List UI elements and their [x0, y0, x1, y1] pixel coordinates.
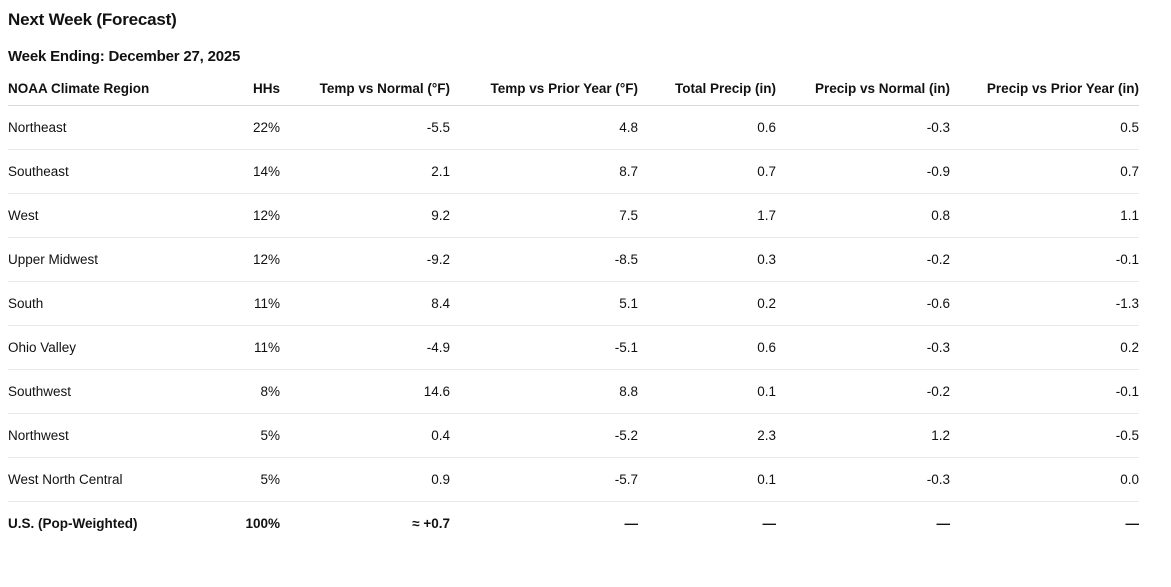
table-row: Northwest 5% 0.4 -5.2 2.3 1.2 -0.5 — [8, 413, 1139, 458]
table-row: Southwest 8% 14.6 8.8 0.1 -0.2 -0.1 — [8, 369, 1139, 414]
cell-precip-vs-prior-year: — — [1125, 516, 1140, 532]
cell-precip-vs-prior-year: -0.1 — [950, 369, 1139, 414]
column-header-temp-vs-normal: Temp vs Normal (°F) — [280, 66, 450, 106]
cell-precip-vs-prior-year: 1.1 — [950, 193, 1139, 238]
table-row: Southeast 14% 2.1 8.7 0.7 -0.9 0.7 — [8, 149, 1139, 194]
cell-precip-vs-normal: -0.2 — [776, 237, 950, 282]
column-header-total-precip: Total Precip (in) — [638, 66, 776, 106]
forecast-table: NOAA Climate Region HHs Temp vs Normal (… — [8, 66, 1139, 546]
cell-temp-vs-prior-year: -5.1 — [450, 325, 638, 370]
table-header-row: NOAA Climate Region HHs Temp vs Normal (… — [8, 66, 1139, 106]
cell-region: Upper Midwest — [8, 237, 208, 282]
cell-hhs: 100% — [245, 516, 280, 532]
cell-hhs: 11% — [208, 325, 280, 370]
cell-temp-vs-normal: 0.4 — [280, 413, 450, 458]
cell-temp-vs-normal: -9.2 — [280, 237, 450, 282]
cell-total-precip: 0.1 — [638, 457, 776, 502]
cell-region: West North Central — [8, 457, 208, 502]
cell-precip-vs-prior-year: -0.1 — [950, 237, 1139, 282]
table-row: West North Central 5% 0.9 -5.7 0.1 -0.3 0.0 — [8, 457, 1139, 502]
cell-region: Northeast — [8, 105, 208, 150]
cell-total-precip: 0.6 — [638, 105, 776, 150]
cell-total-precip: 2.3 — [638, 413, 776, 458]
cell-hhs: 11% — [208, 281, 280, 326]
cell-hhs: 5% — [208, 457, 280, 502]
cell-temp-vs-prior-year: -8.5 — [450, 237, 638, 282]
cell-precip-vs-prior-year: -0.5 — [950, 413, 1139, 458]
cell-precip-vs-normal: — — [936, 516, 951, 532]
cell-temp-vs-normal: -4.9 — [280, 325, 450, 370]
table-row: Upper Midwest 12% -9.2 -8.5 0.3 -0.2 -0.1 — [8, 237, 1139, 282]
cell-precip-vs-normal: -0.6 — [776, 281, 950, 326]
cell-region: U.S. (Pop-Weighted) — [8, 516, 138, 532]
cell-hhs: 12% — [208, 193, 280, 238]
column-header-precip-vs-prior-year: Precip vs Prior Year (in) — [950, 66, 1139, 106]
cell-temp-vs-normal: ≈ +0.7 — [412, 516, 450, 532]
cell-temp-vs-prior-year: — — [624, 516, 639, 532]
table-row: Northeast 22% -5.5 4.8 0.6 -0.3 0.5 — [8, 105, 1139, 150]
table-total-row: U.S. (Pop-Weighted) 100% ≈ +0.7 — — — — — [8, 502, 1139, 546]
page-subtitle: Week Ending: December 27, 2025 — [8, 48, 241, 65]
cell-total-precip: 0.3 — [638, 237, 776, 282]
table-row: Ohio Valley 11% -4.9 -5.1 0.6 -0.3 0.2 — [8, 325, 1139, 370]
cell-hhs: 14% — [208, 149, 280, 194]
cell-precip-vs-normal: -0.3 — [776, 105, 950, 150]
cell-total-precip: 0.6 — [638, 325, 776, 370]
cell-temp-vs-normal: 9.2 — [280, 193, 450, 238]
cell-region: Ohio Valley — [8, 325, 208, 370]
cell-precip-vs-prior-year: 0.0 — [950, 457, 1139, 502]
cell-region: Southwest — [8, 369, 208, 414]
cell-temp-vs-normal: 0.9 — [280, 457, 450, 502]
cell-region: South — [8, 281, 208, 326]
cell-temp-vs-prior-year: -5.7 — [450, 457, 638, 502]
cell-precip-vs-normal: 1.2 — [776, 413, 950, 458]
cell-temp-vs-normal: 14.6 — [280, 369, 450, 414]
cell-hhs: 12% — [208, 237, 280, 282]
cell-hhs: 22% — [208, 105, 280, 150]
cell-temp-vs-prior-year: -5.2 — [450, 413, 638, 458]
cell-precip-vs-normal: -0.3 — [776, 457, 950, 502]
cell-total-precip: 1.7 — [638, 193, 776, 238]
page-title: Next Week (Forecast) — [8, 10, 177, 29]
cell-temp-vs-prior-year: 7.5 — [450, 193, 638, 238]
column-header-precip-vs-normal: Precip vs Normal (in) — [776, 66, 950, 106]
column-header-region: NOAA Climate Region — [8, 66, 208, 106]
cell-precip-vs-normal: 0.8 — [776, 193, 950, 238]
cell-total-precip: — — [762, 516, 777, 532]
cell-temp-vs-prior-year: 8.7 — [450, 149, 638, 194]
cell-precip-vs-prior-year: 0.2 — [950, 325, 1139, 370]
cell-region: Southeast — [8, 149, 208, 194]
cell-temp-vs-normal: 8.4 — [280, 281, 450, 326]
cell-precip-vs-prior-year: 0.5 — [950, 105, 1139, 150]
cell-temp-vs-normal: 2.1 — [280, 149, 450, 194]
table-row: South 11% 8.4 5.1 0.2 -0.6 -1.3 — [8, 281, 1139, 326]
cell-precip-vs-normal: -0.3 — [776, 325, 950, 370]
cell-precip-vs-prior-year: -1.3 — [950, 281, 1139, 326]
cell-region: Northwest — [8, 413, 208, 458]
table-row: West 12% 9.2 7.5 1.7 0.8 1.1 — [8, 193, 1139, 238]
column-header-temp-vs-prior-year: Temp vs Prior Year (°F) — [450, 66, 638, 106]
cell-hhs: 5% — [208, 413, 280, 458]
cell-precip-vs-normal: -0.9 — [776, 149, 950, 194]
cell-total-precip: 0.7 — [638, 149, 776, 194]
column-header-hhs: HHs — [208, 66, 280, 106]
forecast-page: Next Week (Forecast) Week Ending: Decemb… — [8, 10, 1139, 546]
table-body: Northeast 22% -5.5 4.8 0.6 -0.3 0.5 Southeast 14… — [8, 105, 1139, 546]
cell-precip-vs-normal: -0.2 — [776, 369, 950, 414]
cell-total-precip: 0.2 — [638, 281, 776, 326]
cell-temp-vs-prior-year: 4.8 — [450, 105, 638, 150]
cell-region: West — [8, 193, 208, 238]
cell-precip-vs-prior-year: 0.7 — [950, 149, 1139, 194]
cell-hhs: 8% — [208, 369, 280, 414]
cell-temp-vs-prior-year: 8.8 — [450, 369, 638, 414]
cell-temp-vs-normal: -5.5 — [280, 105, 450, 150]
cell-total-precip: 0.1 — [638, 369, 776, 414]
cell-temp-vs-prior-year: 5.1 — [450, 281, 638, 326]
